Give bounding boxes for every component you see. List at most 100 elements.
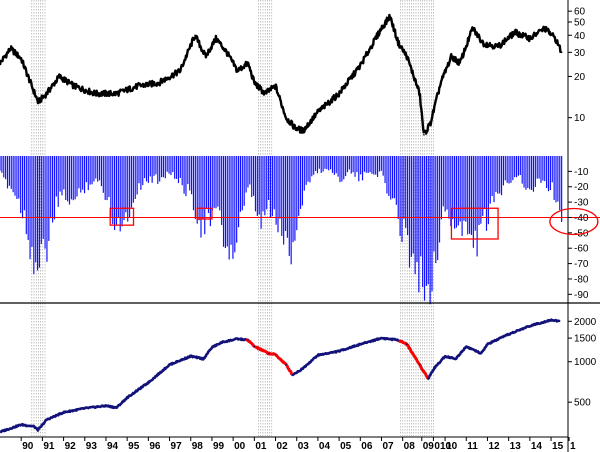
index-data-point (380, 337, 383, 339)
drawdown-bar (303, 156, 305, 191)
drawdown-bar (254, 156, 257, 212)
drawdown-bar (198, 156, 200, 221)
x-tick-label: 91 (43, 441, 55, 452)
drawdown-bar (277, 156, 279, 233)
drawdown-bar (46, 156, 48, 262)
drawdown-bar (68, 156, 71, 205)
drawdown-bar (162, 156, 165, 178)
drawdown-bar (542, 156, 544, 181)
drawdown-bar (335, 156, 337, 174)
drawdown-bar (532, 156, 535, 192)
index-data-point (211, 346, 213, 349)
drawdown-bar (53, 156, 56, 220)
drawdown-bar (33, 156, 35, 275)
x-tick-label: 13 (510, 441, 522, 452)
drawdown-bar (97, 156, 99, 182)
drawdown-bar (529, 156, 531, 190)
price-data-point (514, 31, 516, 34)
drawdown-bar (219, 156, 221, 211)
index-data-point (550, 319, 552, 321)
drawdown-bar (189, 156, 191, 191)
x-tick-label: 08 (404, 441, 416, 452)
price-data-point (482, 42, 485, 44)
drawdown-bar (251, 156, 253, 198)
index-data-point (433, 367, 436, 369)
x-tick-label: 14 (531, 441, 543, 452)
x-tick-label: 93 (86, 441, 98, 452)
drawdown-bar (10, 156, 12, 189)
drawdown-bar (249, 156, 251, 185)
drawdown-bar (290, 156, 292, 265)
index-series-line (0, 318, 561, 434)
drawdown-bar (187, 156, 189, 185)
drawdown-bar (388, 156, 390, 196)
x-tick-label: 95 (128, 441, 140, 452)
drawdown-bar (59, 156, 61, 192)
drawdown-bar (18, 156, 20, 199)
y-tick-label: 20 (574, 72, 586, 83)
index-data-point (115, 406, 118, 409)
annotation-box (109, 207, 135, 226)
drawdown-bar (354, 156, 356, 177)
drawdown-bar (279, 156, 281, 219)
drawdown-bar (196, 156, 198, 224)
drawdown-bar (412, 156, 414, 254)
drawdown-bar (256, 156, 258, 216)
drawdown-bar (491, 156, 493, 197)
drawdown-bar (534, 156, 536, 187)
index-data-point (20, 423, 22, 426)
drawdown-bar (91, 156, 93, 185)
drawdown-bar (345, 156, 347, 177)
drawdown-bar (360, 156, 362, 175)
drawdown-bar (269, 156, 272, 218)
drawdown-bar (6, 156, 9, 189)
y-tick-label: -20 (574, 182, 589, 193)
index-data-point (317, 354, 319, 356)
x-tick-label: 10 (446, 441, 458, 452)
drawdown-bar (273, 156, 275, 210)
drawdown-bar (450, 156, 452, 227)
drawdown-bar (472, 156, 474, 248)
drawdown-bar (414, 156, 416, 275)
drawdown-bar (369, 156, 371, 173)
drawdown-bar (337, 156, 339, 177)
drawdown-bar (301, 156, 304, 206)
drawdown-bar (264, 156, 266, 216)
index-data-point (507, 333, 510, 336)
drawdown-bar (31, 156, 33, 247)
index-data-point (202, 358, 205, 360)
drawdown-bar (142, 156, 144, 186)
drawdown-bar (16, 156, 18, 199)
drawdown-bar (474, 156, 476, 231)
index-data-point (529, 325, 531, 327)
y-tick-label: -60 (574, 244, 589, 255)
price-data-point (94, 92, 97, 95)
index-data-point (37, 429, 39, 431)
drawdown-bar (405, 156, 407, 228)
drawdown-bar (420, 156, 422, 257)
drawdown-bar (457, 156, 459, 226)
x-tick-label: 09 (423, 441, 435, 452)
drawdown-bar (50, 156, 52, 219)
drawdown-bar (465, 156, 467, 222)
drawdown-bar (127, 156, 129, 222)
drawdown-bar (480, 156, 482, 224)
axis-labels-layer: 605040302010-10-20-30-40-50-60-70-80-902… (20, 7, 597, 452)
drawdown-bar (113, 156, 116, 231)
drawdown-bar (324, 156, 326, 169)
drawdown-bar (222, 156, 225, 247)
drawdown-bar (3, 156, 5, 178)
drawdown-bar (476, 156, 478, 257)
drawdown-bar (407, 156, 409, 236)
drawdown-bar (437, 156, 439, 261)
index-data-point (247, 339, 249, 341)
price-data-point (423, 133, 425, 136)
price-data-point (179, 69, 181, 72)
drawdown-bar (74, 156, 76, 200)
x-tick-label: 99 (213, 441, 225, 452)
price-data-point (274, 85, 277, 87)
price-data-point (215, 37, 217, 40)
price-data-point (359, 64, 362, 67)
drawdown-bar (446, 156, 448, 210)
